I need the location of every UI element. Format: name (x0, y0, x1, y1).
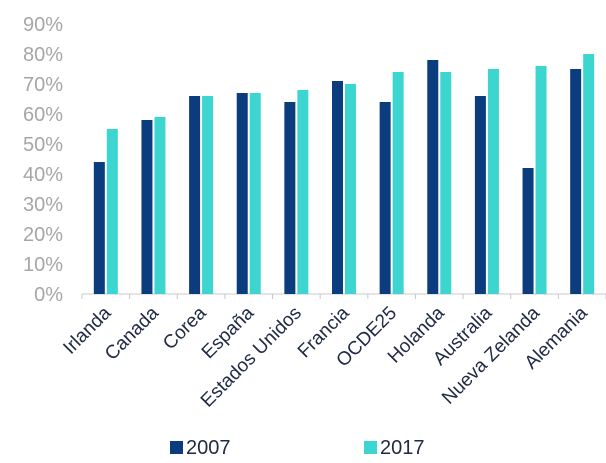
legend-label-2007: 2007 (186, 437, 231, 459)
y-tick-label: 80% (23, 44, 63, 66)
legend-swatch-2017 (364, 441, 377, 454)
bar-2017 (106, 129, 118, 294)
y-tick-label: 40% (23, 164, 63, 186)
category-label: Canada (101, 302, 163, 364)
bar-2017 (297, 90, 309, 294)
y-axis: 0% 10% 20% 30% 40% 50% 60% 70% 80% 90% (23, 14, 63, 306)
bar-2017 (345, 84, 356, 294)
bar-2017 (583, 54, 595, 294)
bar-2007 (427, 60, 439, 294)
bars-group (93, 54, 595, 294)
y-tick-label: 0% (34, 284, 63, 306)
bar-2007 (332, 81, 343, 294)
bar-2007 (379, 102, 391, 294)
bar-2007 (522, 168, 534, 294)
legend: 2007 2017 (170, 437, 425, 459)
y-tick-label: 20% (23, 224, 63, 246)
bar-2007 (236, 93, 248, 294)
bar-2007 (93, 162, 105, 294)
y-tick-label: 50% (23, 134, 63, 156)
bar-2017 (440, 72, 452, 294)
bar-2017 (392, 72, 404, 294)
y-tick-label: 70% (23, 74, 63, 96)
bar-2017 (535, 66, 547, 294)
bar-2007 (141, 120, 153, 294)
y-tick-label: 60% (23, 104, 63, 126)
bar-2017 (154, 117, 166, 294)
y-tick-label: 10% (23, 254, 63, 276)
legend-label-2017: 2017 (380, 437, 425, 459)
bar-2007 (474, 96, 486, 294)
bar-2017 (487, 69, 499, 294)
y-tick-label: 30% (23, 194, 63, 216)
bar-2017 (202, 96, 214, 294)
legend-swatch-2007 (170, 441, 183, 454)
y-tick-label: 90% (23, 14, 63, 36)
bar-2017 (249, 93, 261, 294)
x-axis (81, 293, 606, 299)
bar-2007 (189, 96, 201, 294)
bar-2007 (284, 102, 296, 294)
bar-2007 (570, 69, 582, 294)
